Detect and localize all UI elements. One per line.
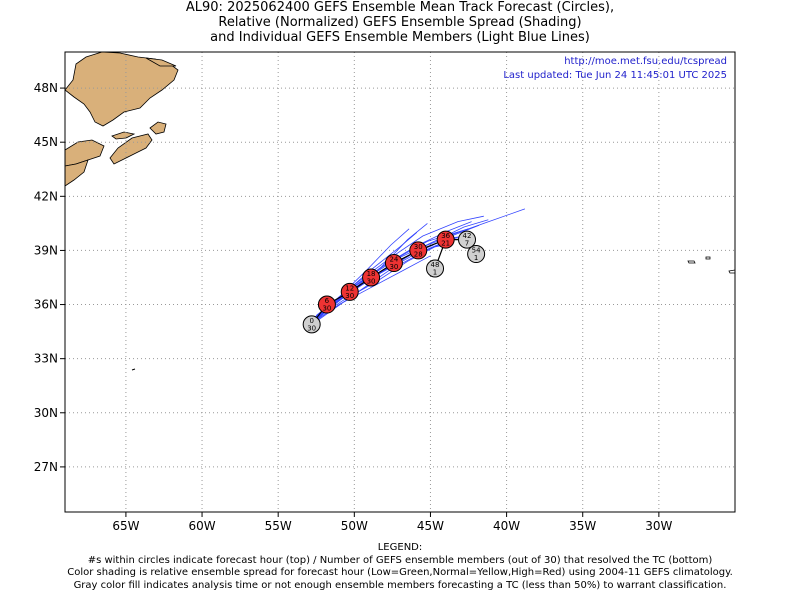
land-pei [111,131,136,140]
ensemble-member-tracks [309,208,526,325]
mean-track-circle-24h [384,254,403,273]
forecast-hour-label: 24 [389,256,398,264]
chart-title: AL90: 2025062400 GEFS Ensemble Mean Trac… [0,0,800,45]
lon-label: 30W [645,519,672,533]
forecast-hour-label: 18 [367,270,376,278]
member-count-label: 28 [414,250,423,258]
member-count-label: 1 [433,268,437,276]
forecast-hour-label: 36 [441,232,450,240]
forecast-hour-label: 42 [463,232,472,240]
lat-label: 39N [34,243,58,257]
legend-heading: LEGEND: [377,542,423,553]
lon-label: 35W [569,519,596,533]
lon-label: 40W [493,519,520,533]
credit-url: http://moe.met.fsu.edu/tcspread [564,56,727,67]
mean-track-circle-6h [317,295,336,314]
land-newfoundland-labrador [65,52,179,127]
forecast-hour-label: 30 [414,243,423,251]
forecast-hour-label: 6 [325,297,330,305]
member-count-label: 1 [474,254,478,262]
map-frame [64,51,736,513]
member-count-label: 30 [389,263,398,271]
legend: LEGEND: #s within circles indicate forec… [0,542,800,592]
credit-updated: Last updated: Tue Jun 24 11:45:01 UTC 20… [503,70,727,81]
land-azores-1 [687,260,696,264]
lon-label: 65W [112,519,139,533]
legend-line-2: Color shading is relative ensemble sprea… [67,567,733,578]
land-bermuda [131,368,136,371]
forecast-hour-label: 0 [309,317,313,325]
lat-label: 27N [34,460,58,474]
land-novascotia [109,133,153,165]
lon-label: 45W [417,519,444,533]
land-azores-2 [705,256,711,260]
lat-label: 45N [34,135,58,149]
legend-line-1: #s within circles indicate forecast hour… [87,554,713,566]
mean-track-circle-36h [436,230,455,249]
land-azores-3 [728,269,735,274]
member-count-label: 7 [465,240,469,248]
mean-track-circle-30h [409,241,428,260]
mean-track-circle-48h [426,259,445,278]
land-capebreton [149,121,167,135]
mean-track-circle-54h [467,245,486,264]
member-count-label: 30 [307,324,316,332]
ensemble-member-track [314,235,462,323]
forecast-hour-label: 54 [472,247,481,255]
ensemble-member-track [311,235,472,323]
longitude-labels: 65W 60W 55W 50W 45W 40W 35W 30W [112,512,673,533]
lat-label: 30N [34,406,58,420]
land-anticosti [145,57,177,67]
mean-track-line [311,239,467,325]
title-line-2: Relative (Normalized) GEFS Ensemble Spre… [218,15,582,30]
mean-track-circle-42h [458,230,476,249]
latitude-labels: 48N 45N 42N 39N 36N 33N 30N 27N [34,81,65,474]
member-count-label: 21 [441,240,450,248]
lon-label: 50W [341,519,368,533]
land-layer [65,52,735,371]
title-line-3: and Individual GEFS Ensemble Members (Li… [210,30,590,45]
ensemble-member-track [309,235,474,323]
member-count-label: 30 [322,305,331,313]
mean-track-circle-0h [302,315,321,334]
forecast-hour-label: 48 [431,261,440,269]
legend-line-3: Gray color fill indicates analysis time … [73,579,727,591]
lon-label: 55W [265,519,292,533]
lon-label: 60W [188,519,215,533]
grid-layer [65,52,735,512]
lat-label: 48N [34,81,58,95]
mean-track-circle-18h [362,268,381,287]
member-count-label: 30 [345,292,354,300]
land-maine-coast [65,159,89,187]
lat-label: 42N [34,189,58,203]
forecast-hour-label: 12 [345,284,354,292]
title-line-1: AL90: 2025062400 GEFS Ensemble Mean Trac… [185,0,615,15]
mean-track-circle-12h [340,282,359,301]
lat-label: 36N [34,298,58,312]
member-count-label: 30 [367,277,376,285]
lat-label: 33N [34,352,58,366]
